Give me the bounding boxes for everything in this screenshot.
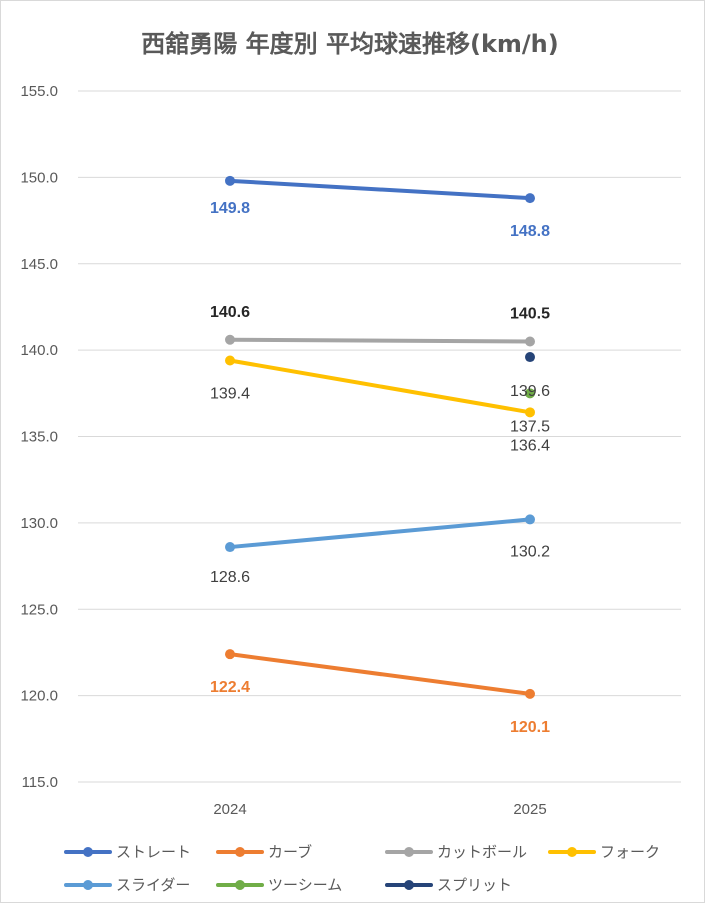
data-label: 140.5 bbox=[510, 305, 550, 322]
legend-marker-icon bbox=[83, 847, 93, 857]
data-label: 136.4 bbox=[510, 437, 550, 454]
legend-item: ツーシーム bbox=[216, 876, 342, 894]
data-point bbox=[225, 649, 235, 660]
y-tick-label: 130.0 bbox=[20, 515, 58, 532]
legend-item: スライダー bbox=[64, 876, 190, 894]
legend-item: ストレート bbox=[64, 843, 191, 861]
legend-marker-icon bbox=[404, 847, 414, 857]
y-tick-label: 145.0 bbox=[20, 256, 58, 273]
x-tick-label: 2025 bbox=[513, 801, 546, 818]
y-tick-label: 140.0 bbox=[20, 342, 58, 359]
data-label: 148.8 bbox=[510, 223, 550, 240]
data-point bbox=[225, 355, 235, 366]
chart-title: 西舘勇陽 年度別 平均球速推移(km/h) bbox=[141, 30, 558, 58]
series-line bbox=[228, 358, 532, 415]
y-tick-label: 115.0 bbox=[22, 774, 58, 791]
legend-marker-icon bbox=[567, 847, 577, 857]
data-point bbox=[525, 352, 535, 363]
y-tick-label: 120.0 bbox=[20, 688, 58, 705]
data-point bbox=[525, 407, 535, 418]
legend-label: ストレート bbox=[116, 843, 191, 861]
x-axis-ticks: 2024 2025 bbox=[213, 801, 546, 818]
data-labels: 149.8 148.8 122.4 120.1 140.6 140.5 139.4 136.4… bbox=[210, 200, 550, 736]
legend-label: スプリット bbox=[437, 876, 512, 894]
series-group bbox=[225, 175, 535, 699]
legend-item: フォーク bbox=[548, 843, 660, 861]
legend-marker-icon bbox=[404, 880, 414, 890]
y-tick-label: 125.0 bbox=[20, 601, 58, 618]
legend-marker-icon bbox=[83, 880, 93, 890]
data-point bbox=[525, 688, 535, 699]
series-line bbox=[228, 517, 532, 550]
data-label: 140.6 bbox=[210, 304, 250, 321]
data-point bbox=[525, 336, 535, 347]
y-tick-label: 150.0 bbox=[20, 169, 58, 186]
series-line bbox=[228, 178, 532, 201]
legend-marker-icon bbox=[235, 847, 245, 857]
data-point bbox=[525, 193, 535, 204]
gridlines bbox=[78, 90, 681, 783]
data-label: 137.5 bbox=[510, 418, 550, 435]
data-point bbox=[525, 388, 535, 399]
legend-label: スライダー bbox=[116, 876, 190, 894]
data-point bbox=[225, 175, 235, 186]
data-point bbox=[525, 514, 535, 525]
legend-label: カーブ bbox=[268, 843, 312, 861]
data-label: 139.4 bbox=[210, 385, 250, 402]
series-line bbox=[228, 337, 532, 344]
data-label: 130.2 bbox=[510, 543, 550, 560]
legend-label: ツーシーム bbox=[268, 876, 342, 894]
legend-item: カットボール bbox=[385, 843, 527, 861]
data-point bbox=[225, 542, 235, 553]
series-line bbox=[228, 652, 532, 696]
legend-label: カットボール bbox=[437, 843, 527, 861]
legend-item: スプリット bbox=[385, 876, 512, 894]
data-label: 139.6 bbox=[510, 383, 550, 400]
data-label: 128.6 bbox=[210, 569, 250, 586]
legend-label: フォーク bbox=[600, 843, 660, 861]
legend-item: カーブ bbox=[216, 843, 312, 861]
data-point bbox=[225, 334, 235, 345]
legend-marker-icon bbox=[235, 880, 245, 890]
y-tick-label: 135.0 bbox=[20, 429, 58, 446]
data-label: 149.8 bbox=[210, 200, 250, 217]
y-axis-ticks: 115.0 120.0 125.0 130.0 135.0 140.0 145.0 150.0… bbox=[20, 83, 58, 791]
y-tick-label: 155.0 bbox=[20, 83, 58, 100]
data-label: 120.1 bbox=[510, 719, 550, 736]
x-tick-label: 2024 bbox=[213, 801, 246, 818]
data-label: 122.4 bbox=[210, 679, 250, 696]
